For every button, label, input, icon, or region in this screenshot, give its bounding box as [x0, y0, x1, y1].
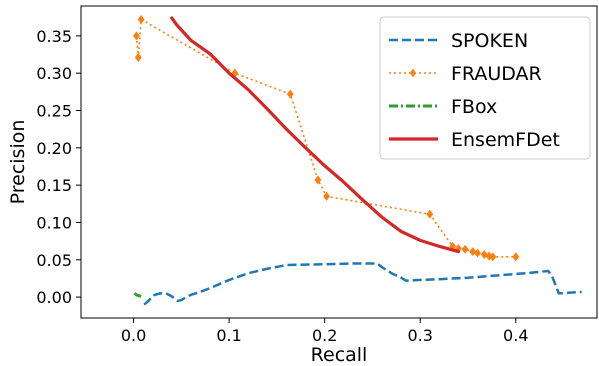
y-tick-label: 0.25 [36, 101, 72, 120]
data-point [323, 191, 331, 201]
y-tick-label: 0.00 [36, 288, 72, 307]
series-fraudar [132, 14, 520, 262]
series-line-fbox [133, 292, 142, 298]
legend-entry-fraudar: FRAUDAR [389, 63, 542, 85]
data-point [286, 89, 294, 99]
series-fbox [133, 292, 142, 298]
data-point [461, 244, 469, 254]
legend-box [379, 16, 591, 160]
legend-label: FRAUDAR [451, 63, 542, 85]
data-point [134, 52, 142, 63]
y-tick-label: 0.30 [36, 64, 72, 83]
series-spoken [143, 262, 582, 306]
y-tick-label: 0.15 [36, 176, 72, 195]
y-tick-label: 0.10 [36, 213, 72, 232]
data-point [489, 252, 497, 262]
data-point [426, 209, 434, 219]
data-point [474, 248, 482, 258]
legend-entry-spoken: SPOKEN [389, 30, 528, 52]
legend-label: SPOKEN [451, 30, 528, 52]
series-line-spoken [143, 262, 582, 306]
plot-frame [80, 5, 598, 319]
series-layer [132, 14, 582, 306]
legend-label: EnsemFDet [451, 129, 560, 151]
legend: SPOKEN FRAUDAR FBox EnsemFDet [379, 16, 591, 160]
legend-marker [409, 68, 417, 78]
legend-label: FBox [451, 96, 497, 118]
y-tick-label: 0.05 [36, 251, 72, 270]
legend-entry-ensemfdet: EnsemFDet [389, 129, 560, 151]
data-point [314, 175, 322, 185]
y-tick-label: 0.35 [36, 27, 72, 46]
x-tick-label: 0.1 [216, 326, 241, 345]
x-axis-label: Recall [311, 344, 368, 366]
legend-entry-fbox: FBox [389, 96, 497, 118]
data-point [137, 14, 145, 25]
x-tick-label: 0.0 [121, 326, 146, 345]
data-point [469, 246, 477, 257]
data-point [480, 249, 488, 260]
x-tick-label: 0.3 [407, 326, 432, 345]
data-point [132, 31, 140, 41]
x-tick-label: 0.2 [312, 326, 337, 345]
x-tick-label: 0.4 [503, 326, 528, 345]
axes-layer: 0.0 0.1 0.2 0.3 0.4 0.00 0.05 0.10 0.15 0.20 0.25 0… [7, 5, 598, 366]
y-axis-label: Precision [7, 120, 29, 205]
series-line-ensemfdet [170, 16, 461, 254]
series-ensemfdet [170, 16, 461, 254]
data-point [512, 252, 520, 262]
y-tick-label: 0.20 [36, 139, 72, 158]
